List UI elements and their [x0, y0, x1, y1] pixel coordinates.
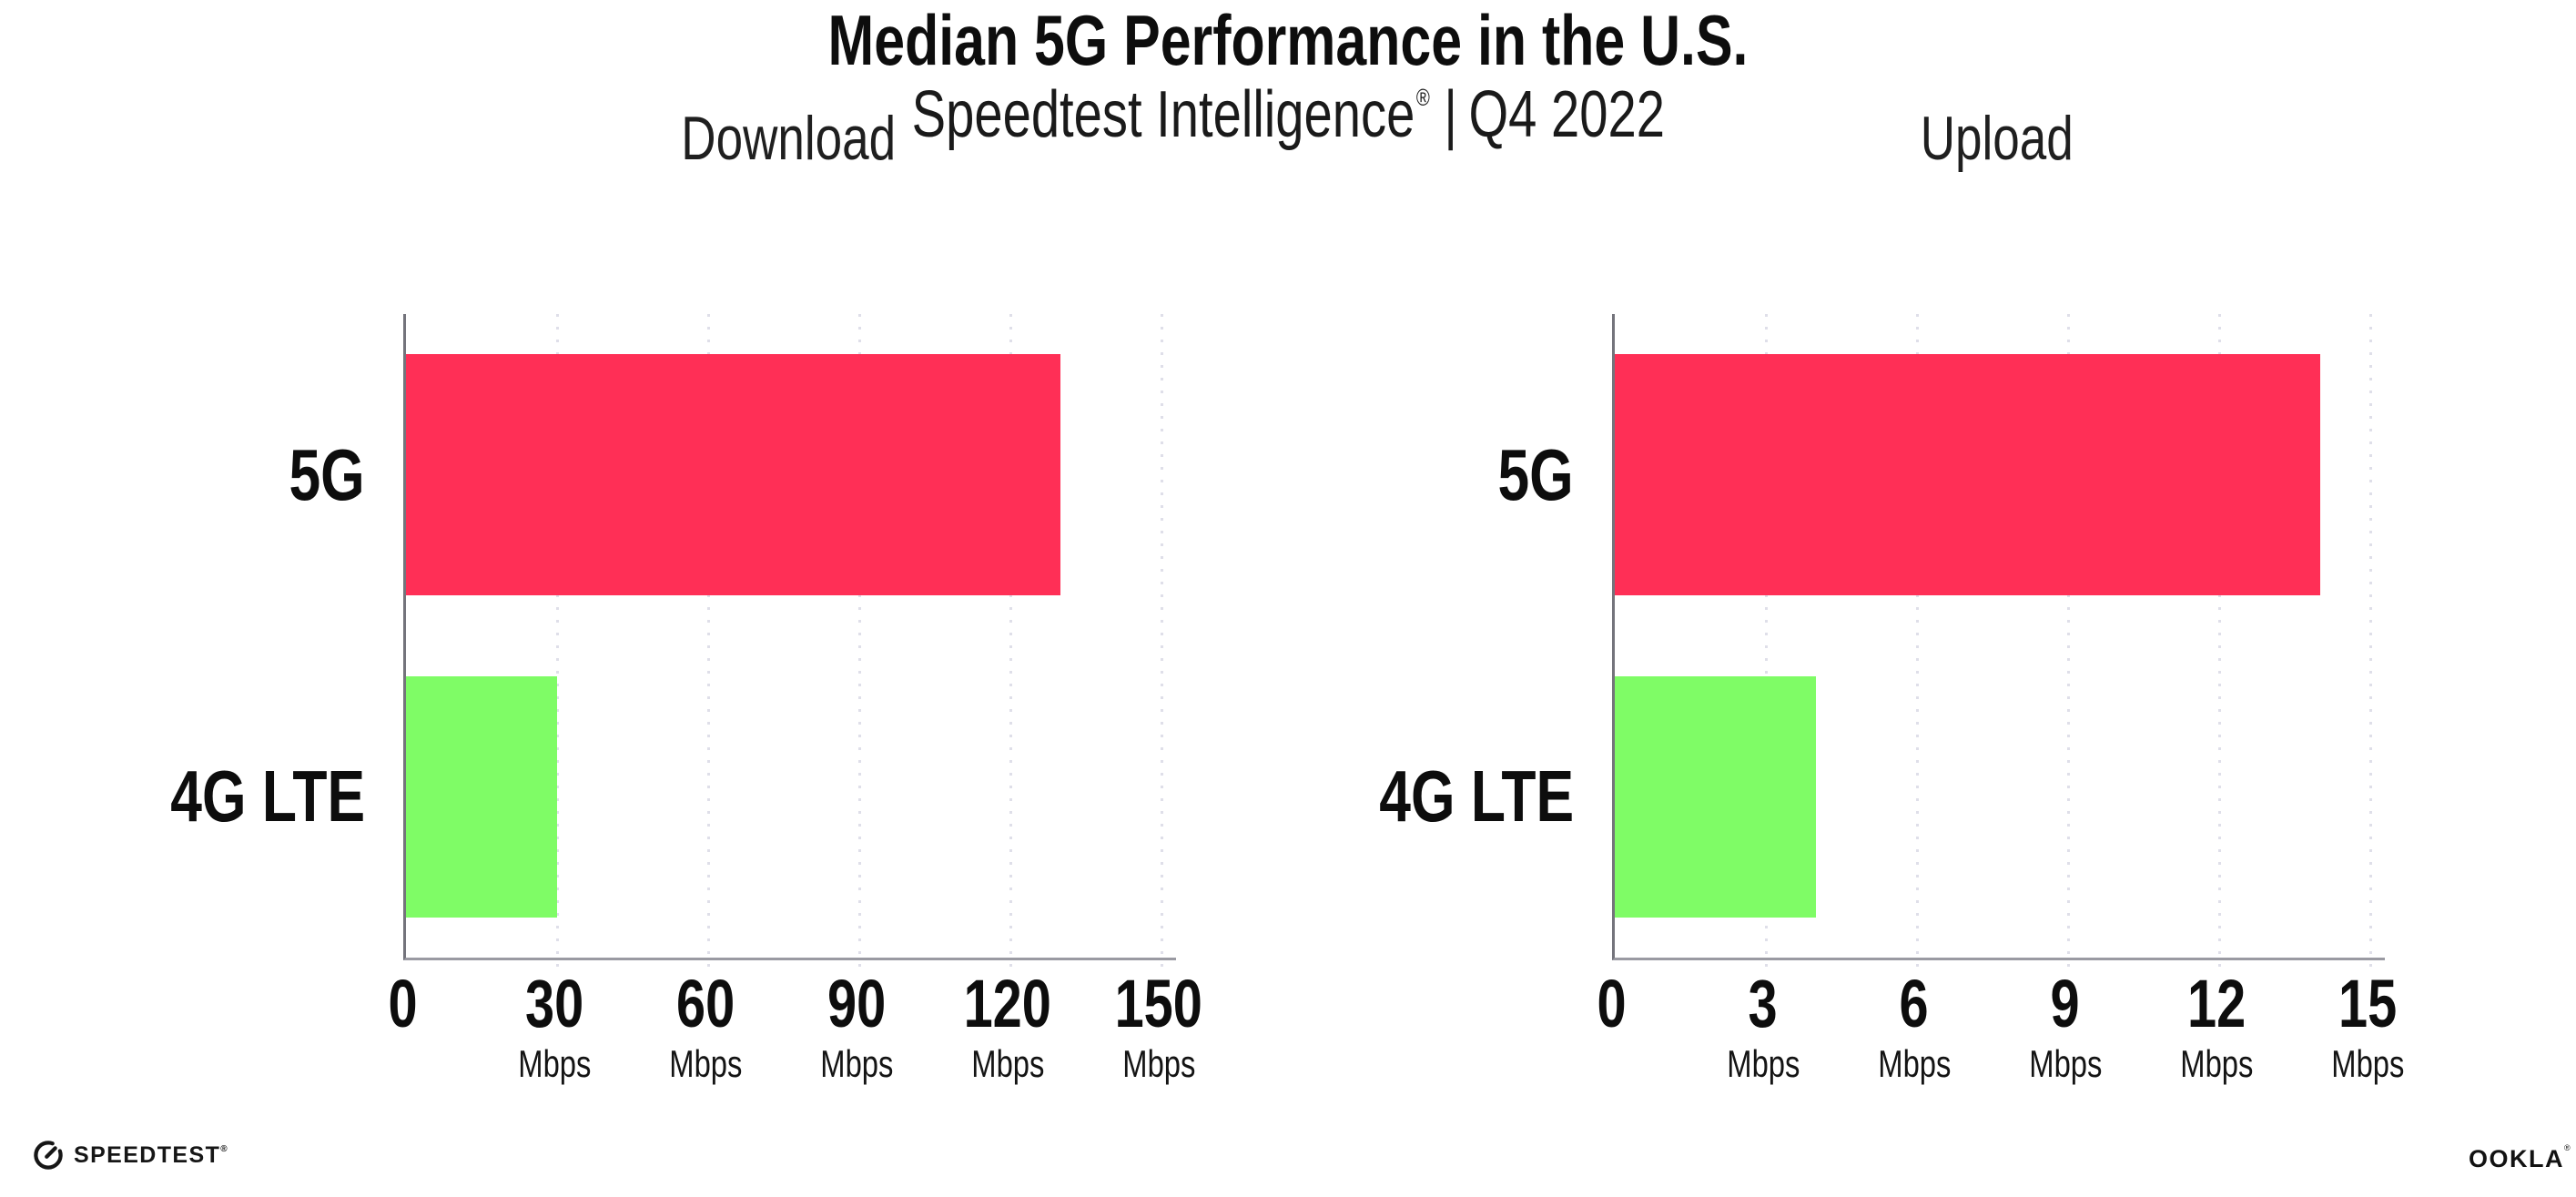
figure-subtitle: Speedtest Intelligence® | Q4 2022	[0, 60, 2576, 152]
bar-4g-lte	[1615, 675, 1817, 918]
x-tick-0: 0	[388, 966, 419, 1041]
category-label-5g: 5G	[1497, 433, 1574, 515]
speedtest-logo-text: SPEEDTEST®	[74, 1141, 229, 1168]
speedtest-gauge-icon	[34, 1141, 63, 1170]
x-tick-6: 6 Mbps	[1877, 966, 1952, 1085]
upload-category-labels: 5G 4G LTE	[0, 314, 1574, 958]
bar-5g	[406, 354, 1061, 595]
x-tick-60: 60 Mbps	[668, 966, 743, 1085]
download-category-labels: 5G 4G LTE	[0, 314, 365, 958]
gridline-120	[1009, 314, 1012, 972]
gridline-6	[1916, 314, 1919, 972]
ookla-logo: OOKLA ®	[2469, 1143, 2571, 1173]
ookla-logo-text: OOKLA	[2469, 1145, 2564, 1172]
gridline-15	[2369, 314, 2372, 972]
gridline-30	[556, 314, 559, 972]
x-tick-0: 0	[1597, 966, 1628, 1041]
gridline-3	[1765, 314, 1768, 972]
upload-chart-title: Upload	[1920, 104, 2074, 173]
subtitle-separator: |	[1444, 78, 1457, 151]
figure-title-text: Median 5G Performance in the U.S.	[827, 0, 1749, 80]
speedtest-logo: SPEEDTEST®	[33, 1140, 228, 1171]
x-tick-150: 150 Mbps	[1114, 966, 1203, 1085]
x-tick-12: 12 Mbps	[2179, 966, 2254, 1085]
figure-title: Median 5G Performance in the U.S.	[0, 2, 2576, 78]
gridline-150	[1161, 314, 1163, 972]
subtitle-period: Q4 2022	[1468, 78, 1665, 151]
x-tick-90: 90 Mbps	[819, 966, 894, 1085]
subtitle-brand: Speedtest Intelligence	[911, 78, 1415, 151]
x-tick-3: 3 Mbps	[1726, 966, 1800, 1085]
x-tick-9: 9 Mbps	[2028, 966, 2103, 1085]
x-tick-15: 15 Mbps	[2330, 966, 2405, 1085]
registered-mark: ®	[1415, 84, 1430, 111]
gridline-12	[2218, 314, 2221, 972]
category-label-5g: 5G	[289, 433, 365, 515]
gridline-60	[707, 314, 710, 972]
ookla-registered-mark: ®	[2564, 1143, 2571, 1152]
category-label-4g-lte: 4G LTE	[170, 756, 365, 837]
download-plot-area	[403, 314, 1176, 972]
speedtest-registered-mark: ®	[220, 1143, 229, 1154]
gridline-90	[858, 314, 861, 972]
gridline-9	[2067, 314, 2070, 972]
download-chart-title: Download	[681, 104, 896, 173]
upload-plot-area	[1612, 314, 2385, 972]
category-label-4g-lte: 4G LTE	[1379, 756, 1574, 837]
bar-5g	[1615, 354, 2320, 595]
x-tick-30: 30 Mbps	[517, 966, 592, 1085]
x-tick-120: 120 Mbps	[963, 966, 1052, 1085]
bar-4g-lte	[406, 675, 557, 918]
